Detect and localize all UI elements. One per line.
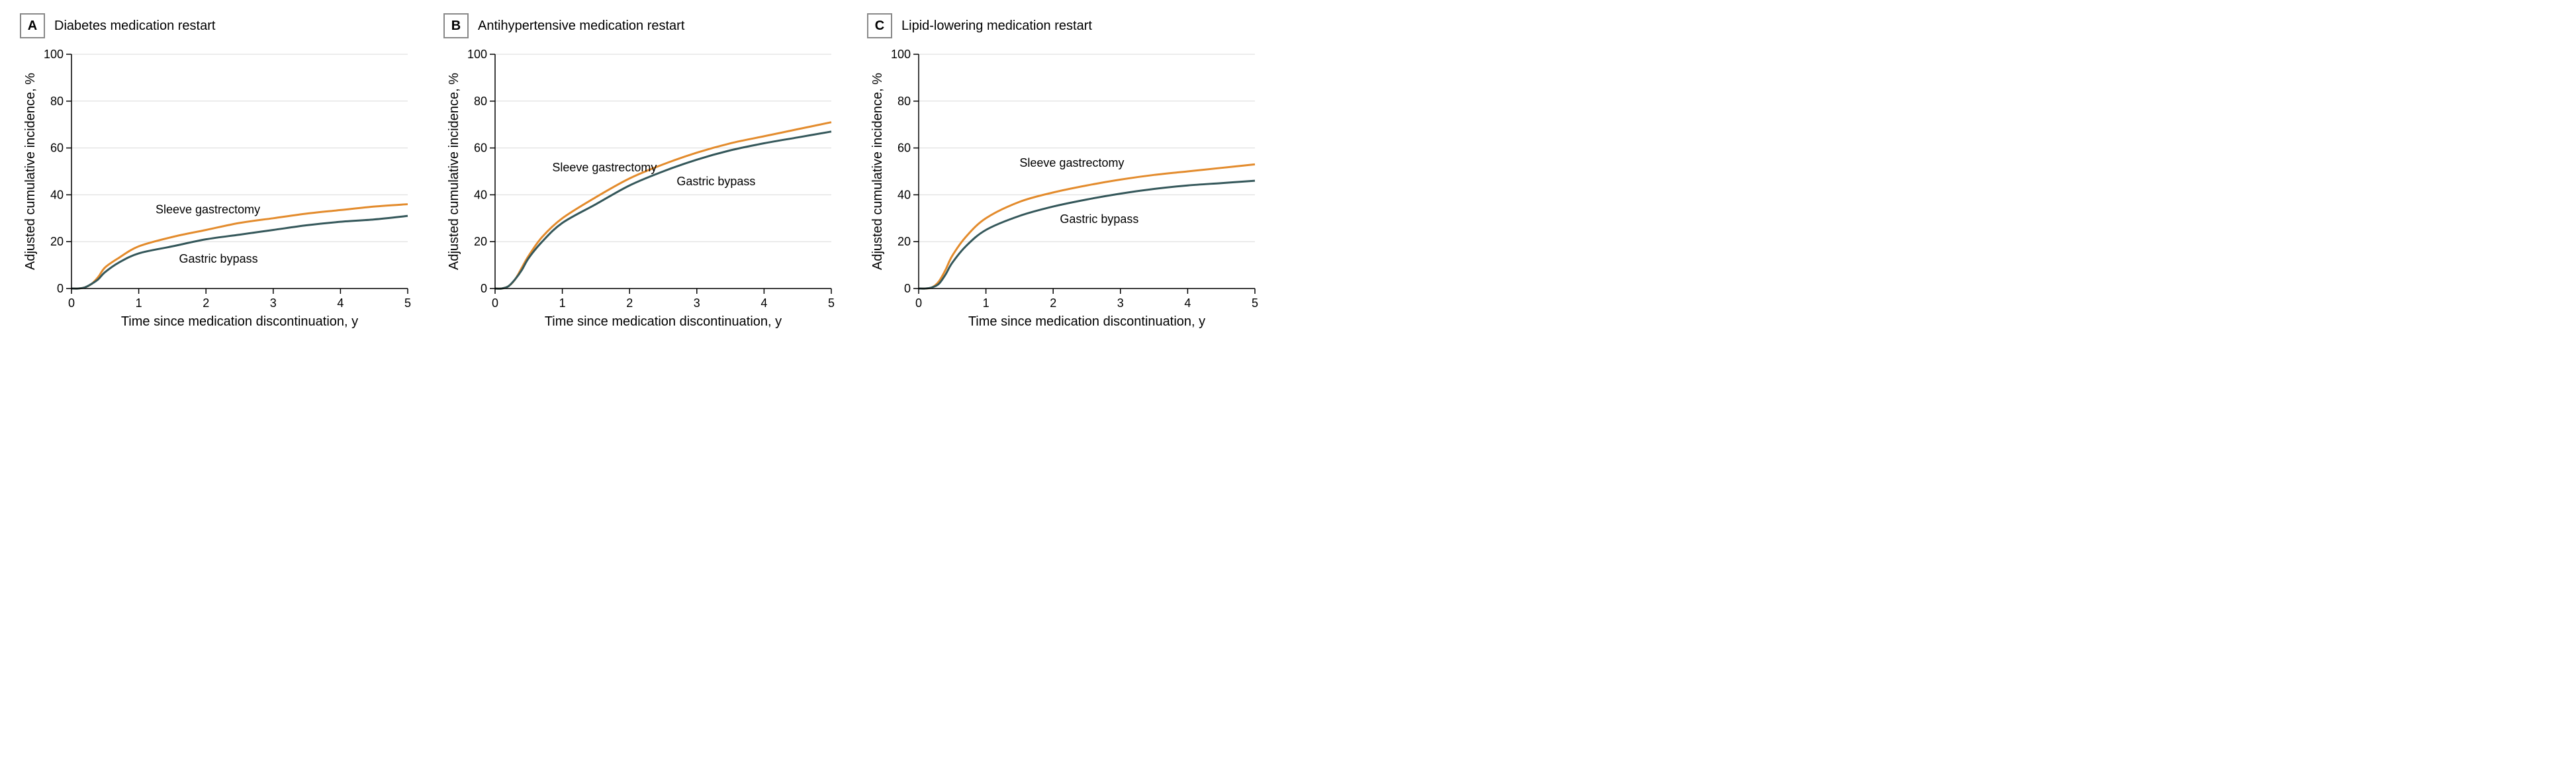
panel-header: B Antihypertensive medication restart xyxy=(443,13,841,38)
x-tick-label: 3 xyxy=(1117,296,1124,310)
series-label-sleeve_gastrectomy: Sleeve gastrectomy xyxy=(156,203,260,216)
panel-title: Diabetes medication restart xyxy=(54,19,215,34)
series-label-sleeve_gastrectomy: Sleeve gastrectomy xyxy=(552,161,657,174)
y-axis-title: Adjusted cumulative incidence, % xyxy=(447,73,461,270)
panel-letter: B xyxy=(451,19,461,34)
x-tick-label: 4 xyxy=(337,296,344,310)
chart-svg: Sleeve gastrectomy Gastric bypass 0 1 2 3 4 5 0 2… xyxy=(443,46,841,337)
y-tick-label: 0 xyxy=(57,282,64,295)
panel-a: A Diabetes medication restart Sleeve gastr… xyxy=(20,13,417,341)
chart-wrap: Sleeve gastrectomy Gastric bypass 0 1 2 3 4 5 0 2… xyxy=(443,46,841,341)
series-label-gastric_bypass: Gastric bypass xyxy=(1060,212,1138,226)
y-tick-label: 80 xyxy=(897,95,911,108)
x-tick-label: 0 xyxy=(915,296,922,310)
chart-wrap: Sleeve gastrectomy Gastric bypass 0 1 2 3 4 5 0 2… xyxy=(867,46,1264,341)
chart-svg: Sleeve gastrectomy Gastric bypass 0 1 2 3 4 5 0 2… xyxy=(20,46,417,337)
y-tick-label: 0 xyxy=(481,282,487,295)
x-tick-label: 1 xyxy=(559,296,566,310)
series-gastric_bypass xyxy=(495,132,831,289)
x-tick-label: 5 xyxy=(828,296,835,310)
chart-wrap: Sleeve gastrectomy Gastric bypass 0 1 2 3 4 5 0 2… xyxy=(20,46,417,341)
x-tick-label: 5 xyxy=(1252,296,1258,310)
panel-letter: C xyxy=(875,19,884,34)
series-label-gastric_bypass: Gastric bypass xyxy=(179,252,258,265)
panel-title: Lipid-lowering medication restart xyxy=(901,19,1092,34)
x-tick-label: 0 xyxy=(68,296,75,310)
panel-letter: A xyxy=(28,19,37,34)
panel-letter-box: A xyxy=(20,13,45,38)
y-tick-label: 100 xyxy=(891,48,911,61)
x-axis-title: Time since medication discontinuation, y xyxy=(968,314,1205,329)
x-tick-label: 2 xyxy=(1050,296,1056,310)
x-tick-label: 4 xyxy=(1184,296,1191,310)
y-tick-label: 100 xyxy=(467,48,487,61)
panel-header: A Diabetes medication restart xyxy=(20,13,417,38)
y-tick-label: 40 xyxy=(50,188,64,201)
x-tick-label: 2 xyxy=(203,296,209,310)
series-sleeve_gastrectomy xyxy=(495,122,831,289)
series-sleeve_gastrectomy xyxy=(919,164,1255,289)
figure-row: A Diabetes medication restart Sleeve gastr… xyxy=(0,0,2576,361)
x-tick-label: 0 xyxy=(492,296,498,310)
y-tick-label: 60 xyxy=(474,142,487,155)
panel-title: Antihypertensive medication restart xyxy=(478,19,684,34)
y-tick-label: 100 xyxy=(44,48,64,61)
y-tick-label: 40 xyxy=(897,188,911,201)
series-label-sleeve_gastrectomy: Sleeve gastrectomy xyxy=(1019,156,1124,169)
panel-b: B Antihypertensive medication restart Slee… xyxy=(443,13,841,341)
x-tick-label: 5 xyxy=(404,296,411,310)
panel-c: C Lipid-lowering medication restart Sleeve… xyxy=(867,13,1264,341)
x-axis-title: Time since medication discontinuation, y xyxy=(545,314,782,329)
y-tick-label: 80 xyxy=(474,95,487,108)
y-axis-title: Adjusted cumulative incidence, % xyxy=(870,73,885,270)
x-tick-label: 3 xyxy=(694,296,700,310)
chart-svg: Sleeve gastrectomy Gastric bypass 0 1 2 3 4 5 0 2… xyxy=(867,46,1264,337)
panel-header: C Lipid-lowering medication restart xyxy=(867,13,1264,38)
y-axis-title: Adjusted cumulative incidence, % xyxy=(23,73,38,270)
x-tick-label: 4 xyxy=(760,296,767,310)
x-tick-label: 2 xyxy=(626,296,633,310)
y-tick-label: 60 xyxy=(897,142,911,155)
y-tick-label: 60 xyxy=(50,142,64,155)
y-tick-label: 80 xyxy=(50,95,64,108)
y-tick-label: 20 xyxy=(474,235,487,248)
y-tick-label: 20 xyxy=(50,235,64,248)
panel-letter-box: C xyxy=(867,13,892,38)
panel-letter-box: B xyxy=(443,13,469,38)
x-tick-label: 1 xyxy=(136,296,142,310)
series-label-gastric_bypass: Gastric bypass xyxy=(676,175,755,188)
x-tick-label: 3 xyxy=(270,296,277,310)
x-axis-title: Time since medication discontinuation, y xyxy=(121,314,358,329)
y-tick-label: 0 xyxy=(904,282,911,295)
y-tick-label: 20 xyxy=(897,235,911,248)
y-tick-label: 40 xyxy=(474,188,487,201)
series-sleeve_gastrectomy xyxy=(71,204,408,289)
x-tick-label: 1 xyxy=(983,296,989,310)
